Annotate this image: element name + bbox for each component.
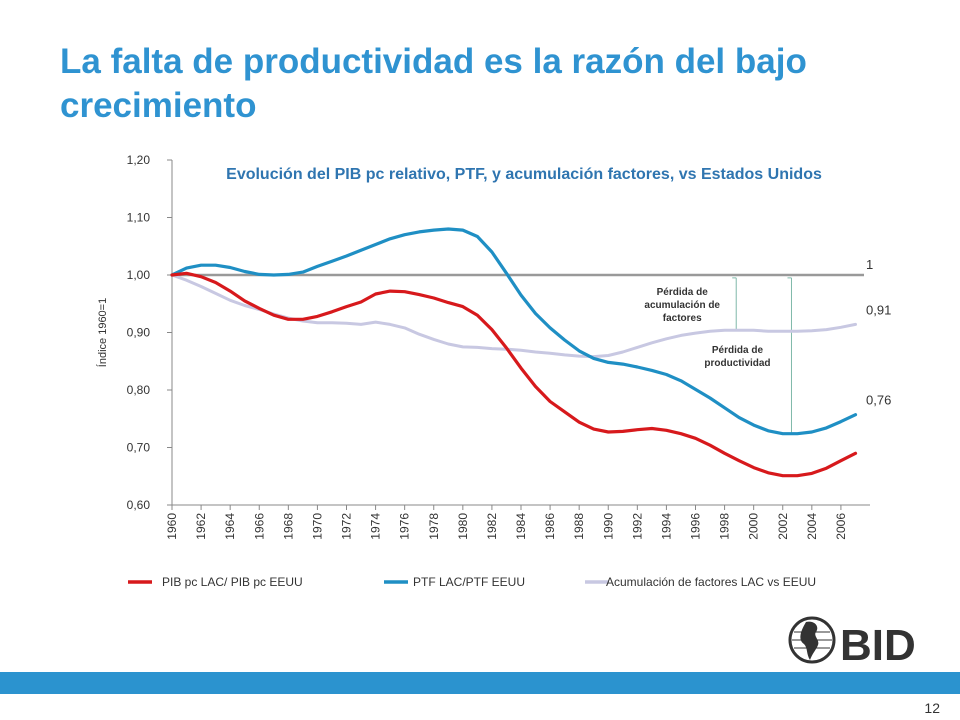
chart-title: Evolución del PIB pc relativo, PTF, y ac… — [226, 166, 822, 183]
x-tick-label: 1960 — [165, 513, 179, 540]
footer-bar — [0, 672, 960, 694]
x-tick-label: 2006 — [834, 513, 848, 540]
series-line — [170, 271, 858, 478]
y-tick-label: 0,70 — [127, 441, 151, 455]
y-tick-label: 1,20 — [127, 153, 151, 167]
globe-americas-icon — [788, 616, 836, 664]
annotation-text: Pérdida de — [657, 287, 709, 298]
x-tick-label: 1976 — [398, 513, 412, 540]
x-tick-label: 1994 — [659, 513, 673, 540]
reference-line-label: 1 — [866, 257, 873, 272]
y-tick-label: 0,80 — [127, 383, 151, 397]
legend-label: PTF LAC/PTF EEUU — [413, 575, 525, 589]
x-tick-label: 1980 — [456, 513, 470, 540]
x-tick-label: 2000 — [747, 513, 761, 540]
x-tick-label: 1962 — [194, 513, 208, 540]
slide-title: La falta de productividad es la razón de… — [60, 42, 807, 125]
annotation-text: productividad — [704, 358, 770, 369]
series-end-label: 0,91 — [866, 302, 891, 317]
annotation-text: Pérdida de — [712, 345, 764, 356]
x-tick-label: 1986 — [543, 513, 557, 540]
x-tick-label: 2002 — [776, 513, 790, 540]
x-tick-label: 1984 — [514, 513, 528, 540]
y-tick-label: 1,00 — [127, 268, 151, 282]
y-tick-label: 0,90 — [127, 326, 151, 340]
x-tick-label: 1978 — [427, 513, 441, 540]
x-tick-label: 1992 — [630, 513, 644, 540]
series-end-label: 0,76 — [866, 393, 891, 408]
x-tick-label: 1966 — [252, 513, 266, 540]
annotation-background — [632, 282, 733, 328]
annotation-text: factores — [663, 313, 702, 324]
y-tick-label: 1,10 — [127, 211, 151, 225]
bid-logo: BID — [786, 612, 928, 670]
x-tick-label: 1998 — [718, 513, 732, 540]
legend-label: PIB pc LAC/ PIB pc EEUU — [162, 575, 303, 589]
x-tick-label: 1982 — [485, 513, 499, 540]
legend-label: Acumulación de factores LAC vs EEUU — [606, 575, 816, 589]
x-tick-label: 1968 — [281, 513, 295, 540]
x-tick-label: 1972 — [340, 513, 354, 540]
x-tick-label: 1964 — [223, 513, 237, 540]
x-tick-label: 1988 — [572, 513, 586, 540]
logo-text: BID — [840, 621, 916, 668]
x-tick-label: 1996 — [689, 513, 703, 540]
y-tick-label: 0,60 — [127, 498, 151, 512]
series-line — [170, 227, 858, 436]
x-tick-label: 1970 — [310, 513, 324, 540]
x-tick-label: 2004 — [805, 513, 819, 540]
x-tick-label: 1974 — [369, 513, 383, 540]
annotation-text: acumulación de — [644, 300, 720, 311]
page-number: 12 — [924, 700, 940, 716]
y-axis-label: Índice 1960=1 — [96, 298, 109, 367]
x-tick-label: 1990 — [601, 513, 615, 540]
annotation-background — [687, 341, 788, 373]
